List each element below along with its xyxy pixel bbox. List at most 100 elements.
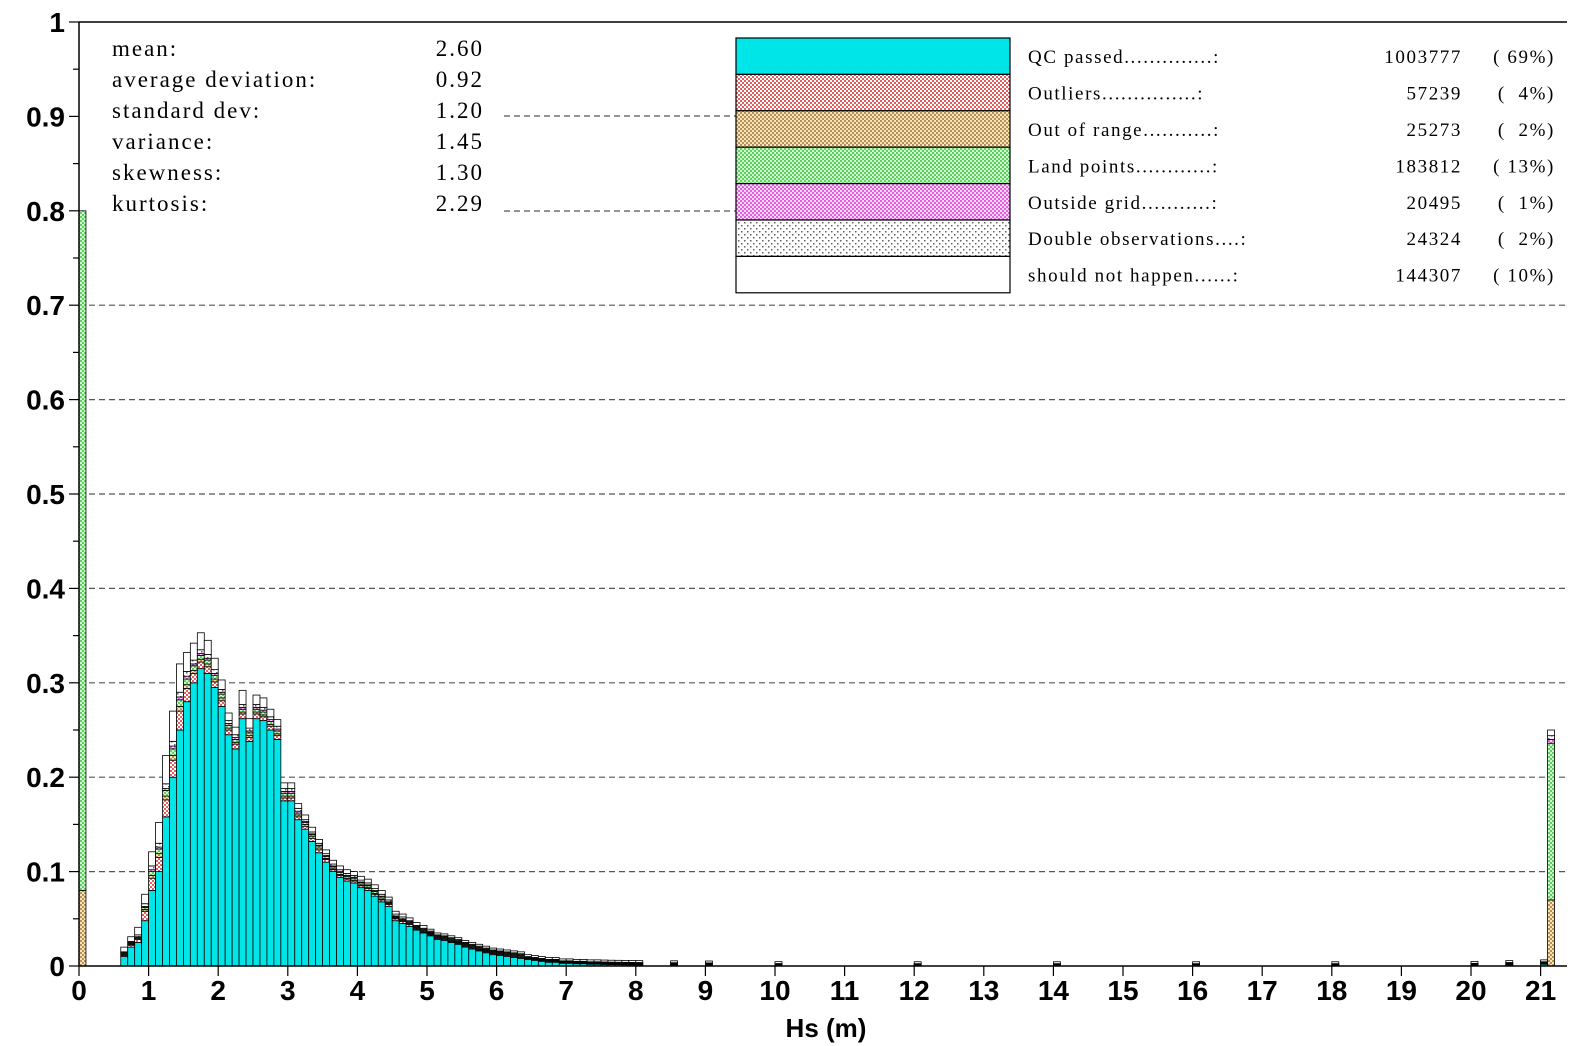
x-tick-label: 20 xyxy=(1455,975,1486,1006)
bar-segment xyxy=(252,708,261,713)
bar-segment xyxy=(266,729,275,967)
bar-segment xyxy=(572,958,581,962)
bar-segment xyxy=(224,720,233,724)
bar-segment xyxy=(210,674,219,680)
bar-segment xyxy=(217,679,226,690)
legend-count: 20495 xyxy=(1407,193,1463,214)
legend-percent: ( 2%) xyxy=(1498,229,1555,250)
bar-segment xyxy=(224,724,233,729)
bar-segment xyxy=(134,926,143,936)
y-tick-label: 0.4 xyxy=(26,573,65,604)
bar-segment xyxy=(210,681,219,688)
bar-segment xyxy=(537,956,546,959)
bar-segment xyxy=(294,803,303,809)
legend-count: 57239 xyxy=(1407,84,1463,105)
bar-segment xyxy=(162,783,170,789)
bar-segment xyxy=(162,799,170,818)
bar-segment xyxy=(398,923,407,967)
bar-segment xyxy=(1547,899,1555,967)
x-tick-label: 19 xyxy=(1386,975,1417,1006)
bar-segment xyxy=(231,743,240,750)
x-tick-label: 7 xyxy=(558,975,574,1006)
axes xyxy=(69,21,1567,976)
stat-value: 2.29 xyxy=(436,191,484,216)
bar-segment xyxy=(224,734,233,967)
bar-segment xyxy=(182,652,191,672)
bar-segment xyxy=(134,942,143,967)
bar-segment xyxy=(336,876,344,967)
bar-segment xyxy=(238,689,247,705)
bar-segment xyxy=(301,814,310,821)
bar-segment xyxy=(461,940,470,943)
bar-segment xyxy=(238,718,247,967)
stat-value: 1.20 xyxy=(436,98,484,123)
bar-segment xyxy=(440,940,449,967)
bar-segment xyxy=(162,790,170,797)
bar-segment xyxy=(614,959,623,963)
bar-segment xyxy=(155,848,163,855)
legend-label: Outliers...............: xyxy=(1028,84,1204,105)
bar-segment xyxy=(370,884,379,889)
legend-swatch xyxy=(735,37,1011,76)
bar-segment xyxy=(252,704,261,708)
x-tick-label: 15 xyxy=(1107,975,1138,1006)
x-tick-label: 14 xyxy=(1038,975,1070,1006)
legend-label: Land points............: xyxy=(1028,156,1219,177)
x-tick-label: 3 xyxy=(280,975,296,1006)
legend-count: 183812 xyxy=(1395,156,1462,177)
bar-segment xyxy=(162,755,170,785)
bar-segment xyxy=(224,712,233,721)
bar-segment xyxy=(259,711,268,716)
bar-segment xyxy=(329,859,337,865)
bar-segment xyxy=(1547,735,1555,740)
bar-segment xyxy=(579,958,588,962)
legend-count: 24324 xyxy=(1407,229,1463,250)
legend-swatch xyxy=(735,255,1011,294)
bar-segment xyxy=(203,666,212,674)
bar-segment xyxy=(245,737,254,742)
bar-segment xyxy=(141,910,149,922)
bar-segment xyxy=(280,788,289,792)
bar-segment xyxy=(252,718,261,967)
legend-percent: ( 69%) xyxy=(1493,47,1555,68)
bar-segment xyxy=(155,857,163,873)
x-tick-label: 0 xyxy=(71,975,87,1006)
bar-segment xyxy=(148,874,156,879)
bar-segment xyxy=(544,957,553,960)
x-tick-label: 4 xyxy=(350,975,366,1006)
bar-segment xyxy=(287,782,296,789)
bar-segment xyxy=(148,865,156,871)
bar-segment xyxy=(343,880,351,967)
bar-segment xyxy=(238,708,247,713)
bar-segment xyxy=(203,672,212,967)
bar-segment xyxy=(148,871,156,876)
bar-segment xyxy=(1053,961,1061,965)
legend-count: 1003777 xyxy=(1384,47,1462,68)
bar-segment xyxy=(531,955,539,958)
bar-segment xyxy=(189,670,198,674)
bar-segment xyxy=(196,661,205,670)
bar-segment xyxy=(913,961,922,965)
legend-percent: ( 2%) xyxy=(1498,120,1555,141)
bar-segment xyxy=(301,825,310,830)
x-tick-label: 13 xyxy=(968,975,999,1006)
bar-segment xyxy=(217,700,226,707)
x-tick-label: 12 xyxy=(899,975,930,1006)
bar-segment xyxy=(356,875,365,881)
stat-value: 1.30 xyxy=(436,160,484,185)
bar-segment xyxy=(510,957,518,967)
bar-segment xyxy=(287,800,296,967)
bar-segment xyxy=(1505,960,1514,963)
bar-segment xyxy=(273,735,282,740)
bar-segment xyxy=(294,816,303,821)
bar-segment xyxy=(489,954,498,967)
bar-segment xyxy=(1470,961,1479,964)
legend-swatch xyxy=(735,219,1011,258)
bar-segment xyxy=(169,755,177,761)
legend-label: should not happen......: xyxy=(1028,266,1240,287)
x-tick-label: 11 xyxy=(830,975,860,1006)
x-tick-label: 1 xyxy=(141,975,157,1006)
bar-segment xyxy=(398,913,407,918)
x-tick-label: 18 xyxy=(1316,975,1347,1006)
bar-segment xyxy=(774,961,783,964)
